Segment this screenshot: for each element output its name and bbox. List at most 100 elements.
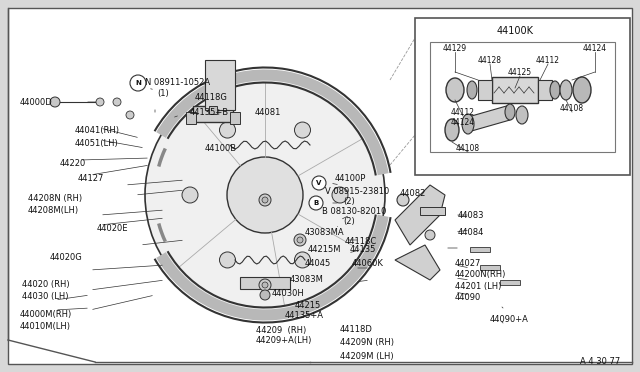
Circle shape (294, 234, 306, 246)
Circle shape (332, 187, 348, 203)
Text: 44100B: 44100B (205, 144, 237, 153)
Text: 44084: 44084 (458, 228, 484, 237)
Text: 44124: 44124 (451, 118, 475, 127)
Ellipse shape (445, 119, 459, 141)
Ellipse shape (550, 81, 560, 99)
Circle shape (130, 75, 146, 91)
Ellipse shape (505, 104, 515, 120)
Circle shape (182, 187, 198, 203)
Text: 44200N(RH): 44200N(RH) (455, 270, 506, 279)
Text: V 08915-23810: V 08915-23810 (325, 186, 389, 196)
Text: 44045: 44045 (305, 259, 332, 267)
Polygon shape (468, 105, 510, 132)
Circle shape (227, 157, 303, 233)
Circle shape (294, 252, 310, 268)
Bar (205, 60, 235, 110)
Circle shape (312, 176, 326, 190)
Text: A 4 30 77: A 4 30 77 (580, 357, 620, 366)
Text: 44108: 44108 (456, 144, 480, 153)
Text: 44100K: 44100K (497, 26, 534, 36)
Text: 44081: 44081 (255, 108, 282, 116)
Text: (1): (1) (157, 89, 169, 97)
Text: 44000D: 44000D (20, 97, 52, 106)
Text: 44020E: 44020E (97, 224, 129, 232)
Circle shape (425, 230, 435, 240)
Text: 43083M: 43083M (290, 276, 324, 285)
Text: 44118G: 44118G (195, 93, 228, 102)
Bar (480, 265, 500, 270)
Text: 44090: 44090 (455, 294, 481, 302)
Circle shape (262, 197, 268, 203)
Bar (430, 42, 615, 152)
Text: 44208N (RH): 44208N (RH) (28, 193, 82, 202)
Text: 44128: 44128 (478, 55, 502, 64)
Text: 44060K: 44060K (352, 259, 384, 267)
Text: 44030H: 44030H (272, 289, 305, 298)
Circle shape (259, 194, 271, 206)
Text: B: B (314, 200, 319, 206)
Text: 44129: 44129 (443, 44, 467, 52)
Text: 44209  (RH): 44209 (RH) (256, 326, 307, 334)
Text: 44108: 44108 (560, 103, 584, 112)
Ellipse shape (560, 80, 572, 100)
Bar (420, 207, 445, 215)
Bar (415, 18, 630, 175)
Circle shape (96, 98, 104, 106)
Circle shape (294, 122, 310, 138)
Circle shape (113, 98, 121, 106)
Bar (186, 112, 196, 124)
Text: 44020G: 44020G (50, 253, 83, 263)
Circle shape (262, 282, 268, 288)
Polygon shape (395, 185, 445, 245)
Text: 44125: 44125 (508, 67, 532, 77)
Circle shape (297, 237, 303, 243)
Ellipse shape (462, 114, 474, 134)
Text: 44020 (RH): 44020 (RH) (22, 280, 70, 289)
Text: B 08130-82010: B 08130-82010 (322, 206, 387, 215)
Text: 44027: 44027 (455, 259, 481, 267)
Ellipse shape (573, 77, 591, 103)
Text: 44051(LH): 44051(LH) (75, 138, 119, 148)
Text: 44010M(LH): 44010M(LH) (20, 323, 71, 331)
Circle shape (126, 111, 134, 119)
Text: 44118D: 44118D (340, 326, 373, 334)
Bar (230, 112, 240, 124)
Text: 44041(RH): 44041(RH) (75, 125, 120, 135)
Circle shape (260, 290, 270, 300)
Text: 44083: 44083 (458, 211, 484, 219)
Text: 43083MA: 43083MA (305, 228, 344, 237)
Text: 44208M(LH): 44208M(LH) (28, 205, 79, 215)
Bar (193, 106, 233, 122)
Text: 44127: 44127 (78, 173, 104, 183)
Bar (500, 280, 520, 285)
Bar (478, 80, 492, 100)
Circle shape (220, 252, 236, 268)
Text: 44220: 44220 (60, 158, 86, 167)
Bar (470, 247, 490, 252)
Text: 44215M: 44215M (308, 246, 342, 254)
Text: (2): (2) (343, 217, 355, 225)
Text: N 08911-1052A: N 08911-1052A (145, 77, 210, 87)
Text: (2): (2) (343, 196, 355, 205)
Circle shape (309, 196, 323, 210)
Text: 44209M (LH): 44209M (LH) (340, 352, 394, 360)
Ellipse shape (446, 78, 464, 102)
Circle shape (397, 194, 409, 206)
Text: 44118C: 44118C (345, 237, 377, 246)
Text: 44135+A: 44135+A (285, 311, 324, 320)
Text: V: V (316, 180, 322, 186)
Polygon shape (395, 245, 440, 280)
Ellipse shape (516, 106, 528, 124)
Text: 44100P: 44100P (335, 173, 366, 183)
Circle shape (50, 97, 60, 107)
Text: 44201 (LH): 44201 (LH) (455, 282, 501, 292)
Text: 44030 (LH): 44030 (LH) (22, 292, 68, 301)
Bar (492, 77, 538, 103)
Text: 44209N (RH): 44209N (RH) (340, 339, 394, 347)
Text: N: N (135, 80, 141, 86)
Bar (209, 106, 217, 114)
Bar (538, 80, 552, 100)
Text: 44135: 44135 (350, 246, 376, 254)
Text: 44209+A(LH): 44209+A(LH) (256, 337, 312, 346)
Bar (240, 277, 290, 289)
